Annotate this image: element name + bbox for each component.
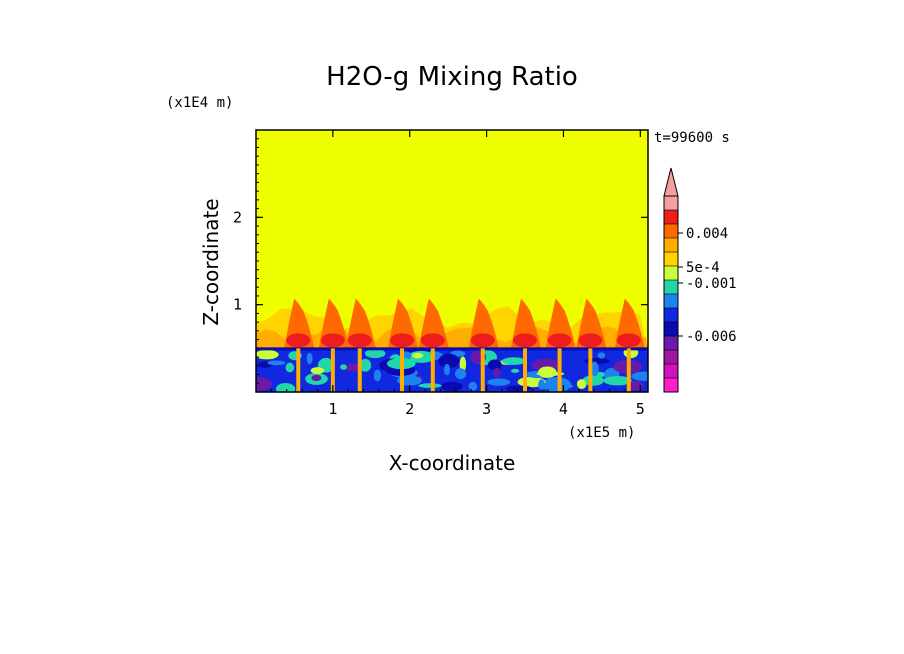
- y-tick-label: 1: [233, 296, 242, 314]
- updraft-column: [357, 348, 362, 392]
- moist-eddy: [443, 363, 451, 376]
- moist-eddy: [493, 367, 501, 378]
- colorbar-segment: [664, 364, 678, 378]
- moist-eddy: [401, 351, 412, 360]
- moist-eddy: [412, 352, 424, 359]
- moist-eddy: [590, 361, 599, 377]
- moist-eddy: [487, 359, 502, 371]
- plume-core: [320, 333, 345, 348]
- colorbar-segment: [664, 252, 678, 266]
- moist-eddy: [576, 379, 587, 390]
- plume-core: [286, 333, 311, 348]
- colorbar: 0.004 5e-4-0.001 -0.006: [663, 167, 737, 393]
- colorbar-segment: [664, 336, 678, 350]
- moist-eddy: [359, 358, 372, 372]
- x-tick-label: 4: [559, 400, 568, 418]
- colorbar-segment: [664, 350, 678, 364]
- plume-core: [513, 333, 538, 348]
- moist-eddy: [627, 380, 644, 391]
- colorbar-tick-label: 5e-4: [686, 260, 720, 276]
- updraft-column: [588, 348, 593, 392]
- colorbar-tick-label: 0.004: [686, 226, 728, 242]
- moist-layer-contours: [256, 347, 648, 392]
- moist-eddy: [306, 352, 313, 365]
- moist-eddy: [560, 383, 574, 389]
- colorbar-extend-arrow: [663, 167, 679, 197]
- y-unit-label: (x1E4 m): [166, 95, 233, 111]
- updraft-column: [296, 348, 301, 392]
- plume-core: [420, 333, 445, 348]
- moist-eddy: [340, 364, 347, 370]
- colorbar-segment: [664, 322, 678, 336]
- moist-eddy: [438, 353, 460, 369]
- moist-eddy: [364, 348, 386, 359]
- colorbar-segment: [664, 196, 678, 210]
- moist-eddy: [440, 381, 463, 392]
- plume-core: [390, 333, 415, 348]
- moist-eddy: [538, 379, 545, 390]
- plot-area: [256, 130, 648, 392]
- colorbar-segment: [664, 378, 678, 392]
- moist-eddy: [310, 367, 325, 374]
- updraft-column: [400, 348, 405, 392]
- plume-core: [578, 333, 603, 348]
- colorbar-tick-label: -0.006: [686, 329, 737, 345]
- updraft-column: [430, 348, 435, 392]
- mixed-layer-contours: [256, 298, 648, 351]
- plume-core: [547, 333, 572, 348]
- moist-eddy: [501, 357, 526, 365]
- x-tick-label: 2: [405, 400, 414, 418]
- moist-eddy: [256, 349, 279, 360]
- updraft-column: [626, 348, 631, 392]
- updraft-column: [523, 348, 528, 392]
- moist-layer-top: [256, 347, 648, 351]
- colorbar-tick-label: -0.001: [686, 276, 737, 292]
- moist-eddy: [510, 368, 520, 373]
- x-tick-label: 1: [328, 400, 337, 418]
- moist-eddy: [505, 385, 533, 392]
- chart-title: H2O-g Mixing Ratio: [326, 62, 578, 92]
- x-tick-label: 3: [482, 400, 491, 418]
- y-tick-label: 2: [233, 208, 242, 226]
- colorbar-segment: [664, 280, 678, 294]
- moist-eddy: [373, 369, 382, 382]
- plume-core: [470, 333, 495, 348]
- colorbar-segment: [664, 224, 678, 238]
- moist-eddy: [459, 356, 467, 372]
- moist-eddy: [418, 383, 442, 388]
- moist-eddy: [256, 376, 273, 392]
- moist-eddy: [631, 371, 648, 381]
- x-axis-label: X-coordinate: [389, 451, 516, 475]
- moist-eddy: [487, 378, 511, 386]
- updraft-column: [480, 348, 485, 392]
- moist-eddy: [311, 374, 322, 382]
- colorbar-segment: [664, 308, 678, 322]
- moist-eddy: [536, 371, 565, 376]
- colorbar-segment: [664, 266, 678, 280]
- moist-eddy: [582, 375, 604, 386]
- x-unit-label: (x1E5 m): [568, 425, 635, 441]
- moist-eddy: [597, 352, 606, 359]
- time-label: t=99600 s: [654, 130, 730, 146]
- x-axis: 1 2 3 4 5: [270, 130, 645, 418]
- colorbar-segment: [664, 238, 678, 252]
- updraft-column: [330, 348, 335, 392]
- moist-eddy: [455, 368, 467, 380]
- plume-core: [347, 333, 372, 348]
- moist-eddy: [285, 362, 295, 373]
- moist-eddy: [267, 360, 286, 366]
- colorbar-segment: [664, 210, 678, 224]
- y-axis-label: Z-coordinate: [199, 198, 223, 325]
- x-tick-label: 5: [636, 400, 645, 418]
- colorbar-segment: [664, 294, 678, 308]
- moist-eddy: [275, 383, 296, 392]
- y-axis: 12: [233, 138, 648, 384]
- moist-eddy: [603, 376, 632, 386]
- moist-eddy: [468, 381, 478, 391]
- updraft-column: [557, 348, 562, 392]
- plume-core: [616, 333, 641, 348]
